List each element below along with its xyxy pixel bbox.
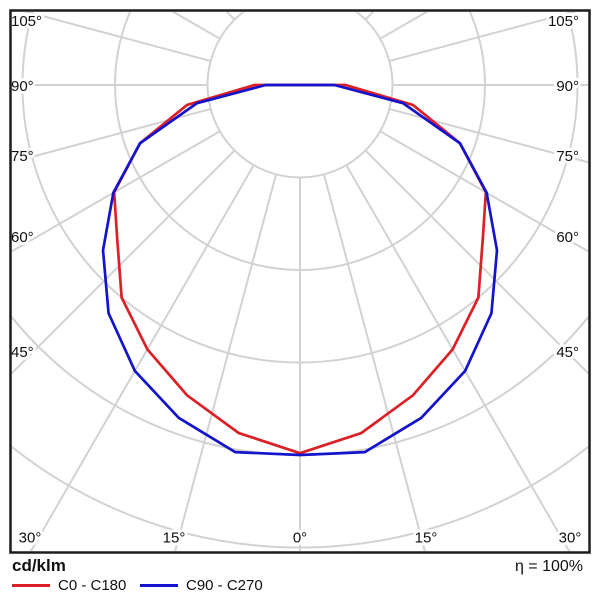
legend: C0 - C180 C90 - C270 [12,577,432,595]
grid-spoke-30 [345,164,571,551]
angle-label-left-45: 45° [11,344,34,361]
angle-label-bottom-3: 15° [415,530,438,547]
grid-spoke-255 [23,12,211,63]
angle-label-left-75: 75° [11,148,34,165]
grid-spoke-60 [379,130,588,253]
angle-label-right-90: 90° [556,78,579,95]
grid-spoke-15 [322,174,426,551]
grid-spoke-285 [12,107,211,164]
unit-label: cd/klm [12,556,66,575]
grid-spoke-150 [346,0,600,5]
angle-label-right-60: 60° [556,229,579,246]
grid-spoke-105 [389,12,577,63]
grid-spoke-75 [389,107,588,164]
legend-label-c90-c270: C90 - C270 [186,576,263,594]
angle-labels: 105° 105° 90° 90° 75° 75° 60° 60° 45° 45° 30° 15° 0°… [8,10,584,549]
angle-label-right-105: 105° [548,13,579,30]
angle-label-right-45: 45° [556,344,579,361]
grid-spoke-300 [12,130,221,253]
angle-label-bottom-0: 30° [19,530,42,547]
curve-c90-c270 [101,83,499,457]
grid-spoke-345 [174,174,278,551]
angle-label-right-75: 75° [556,148,579,165]
intensity-curves [101,83,499,457]
angle-label-left-90: 90° [11,78,34,95]
grid-ring-100 [206,12,394,179]
legend-item-c90-c270: C90 - C270 [140,576,263,594]
angle-label-left-60: 60° [11,229,34,246]
efficiency-label: η = 100% [514,558,583,575]
plot-border [9,9,591,554]
grid-spoke-210 [0,0,254,5]
angle-label-bottom-1: 15° [163,530,186,547]
grid-spoke-45 [364,149,588,375]
grid-spoke-330 [29,164,255,551]
angle-label-left-105: 105° [11,13,42,30]
legend-swatch-c0-c180 [12,583,50,587]
legend-label-c0-c180: C0 - C180 [58,576,127,594]
angle-label-bottom-4: 30° [559,530,582,547]
legend-item-c0-c180: C0 - C180 [12,576,127,594]
angle-label-bottom-2: 0° [293,530,307,547]
legend-swatch-c90-c270 [140,583,178,587]
grid-spoke-315 [12,149,236,375]
